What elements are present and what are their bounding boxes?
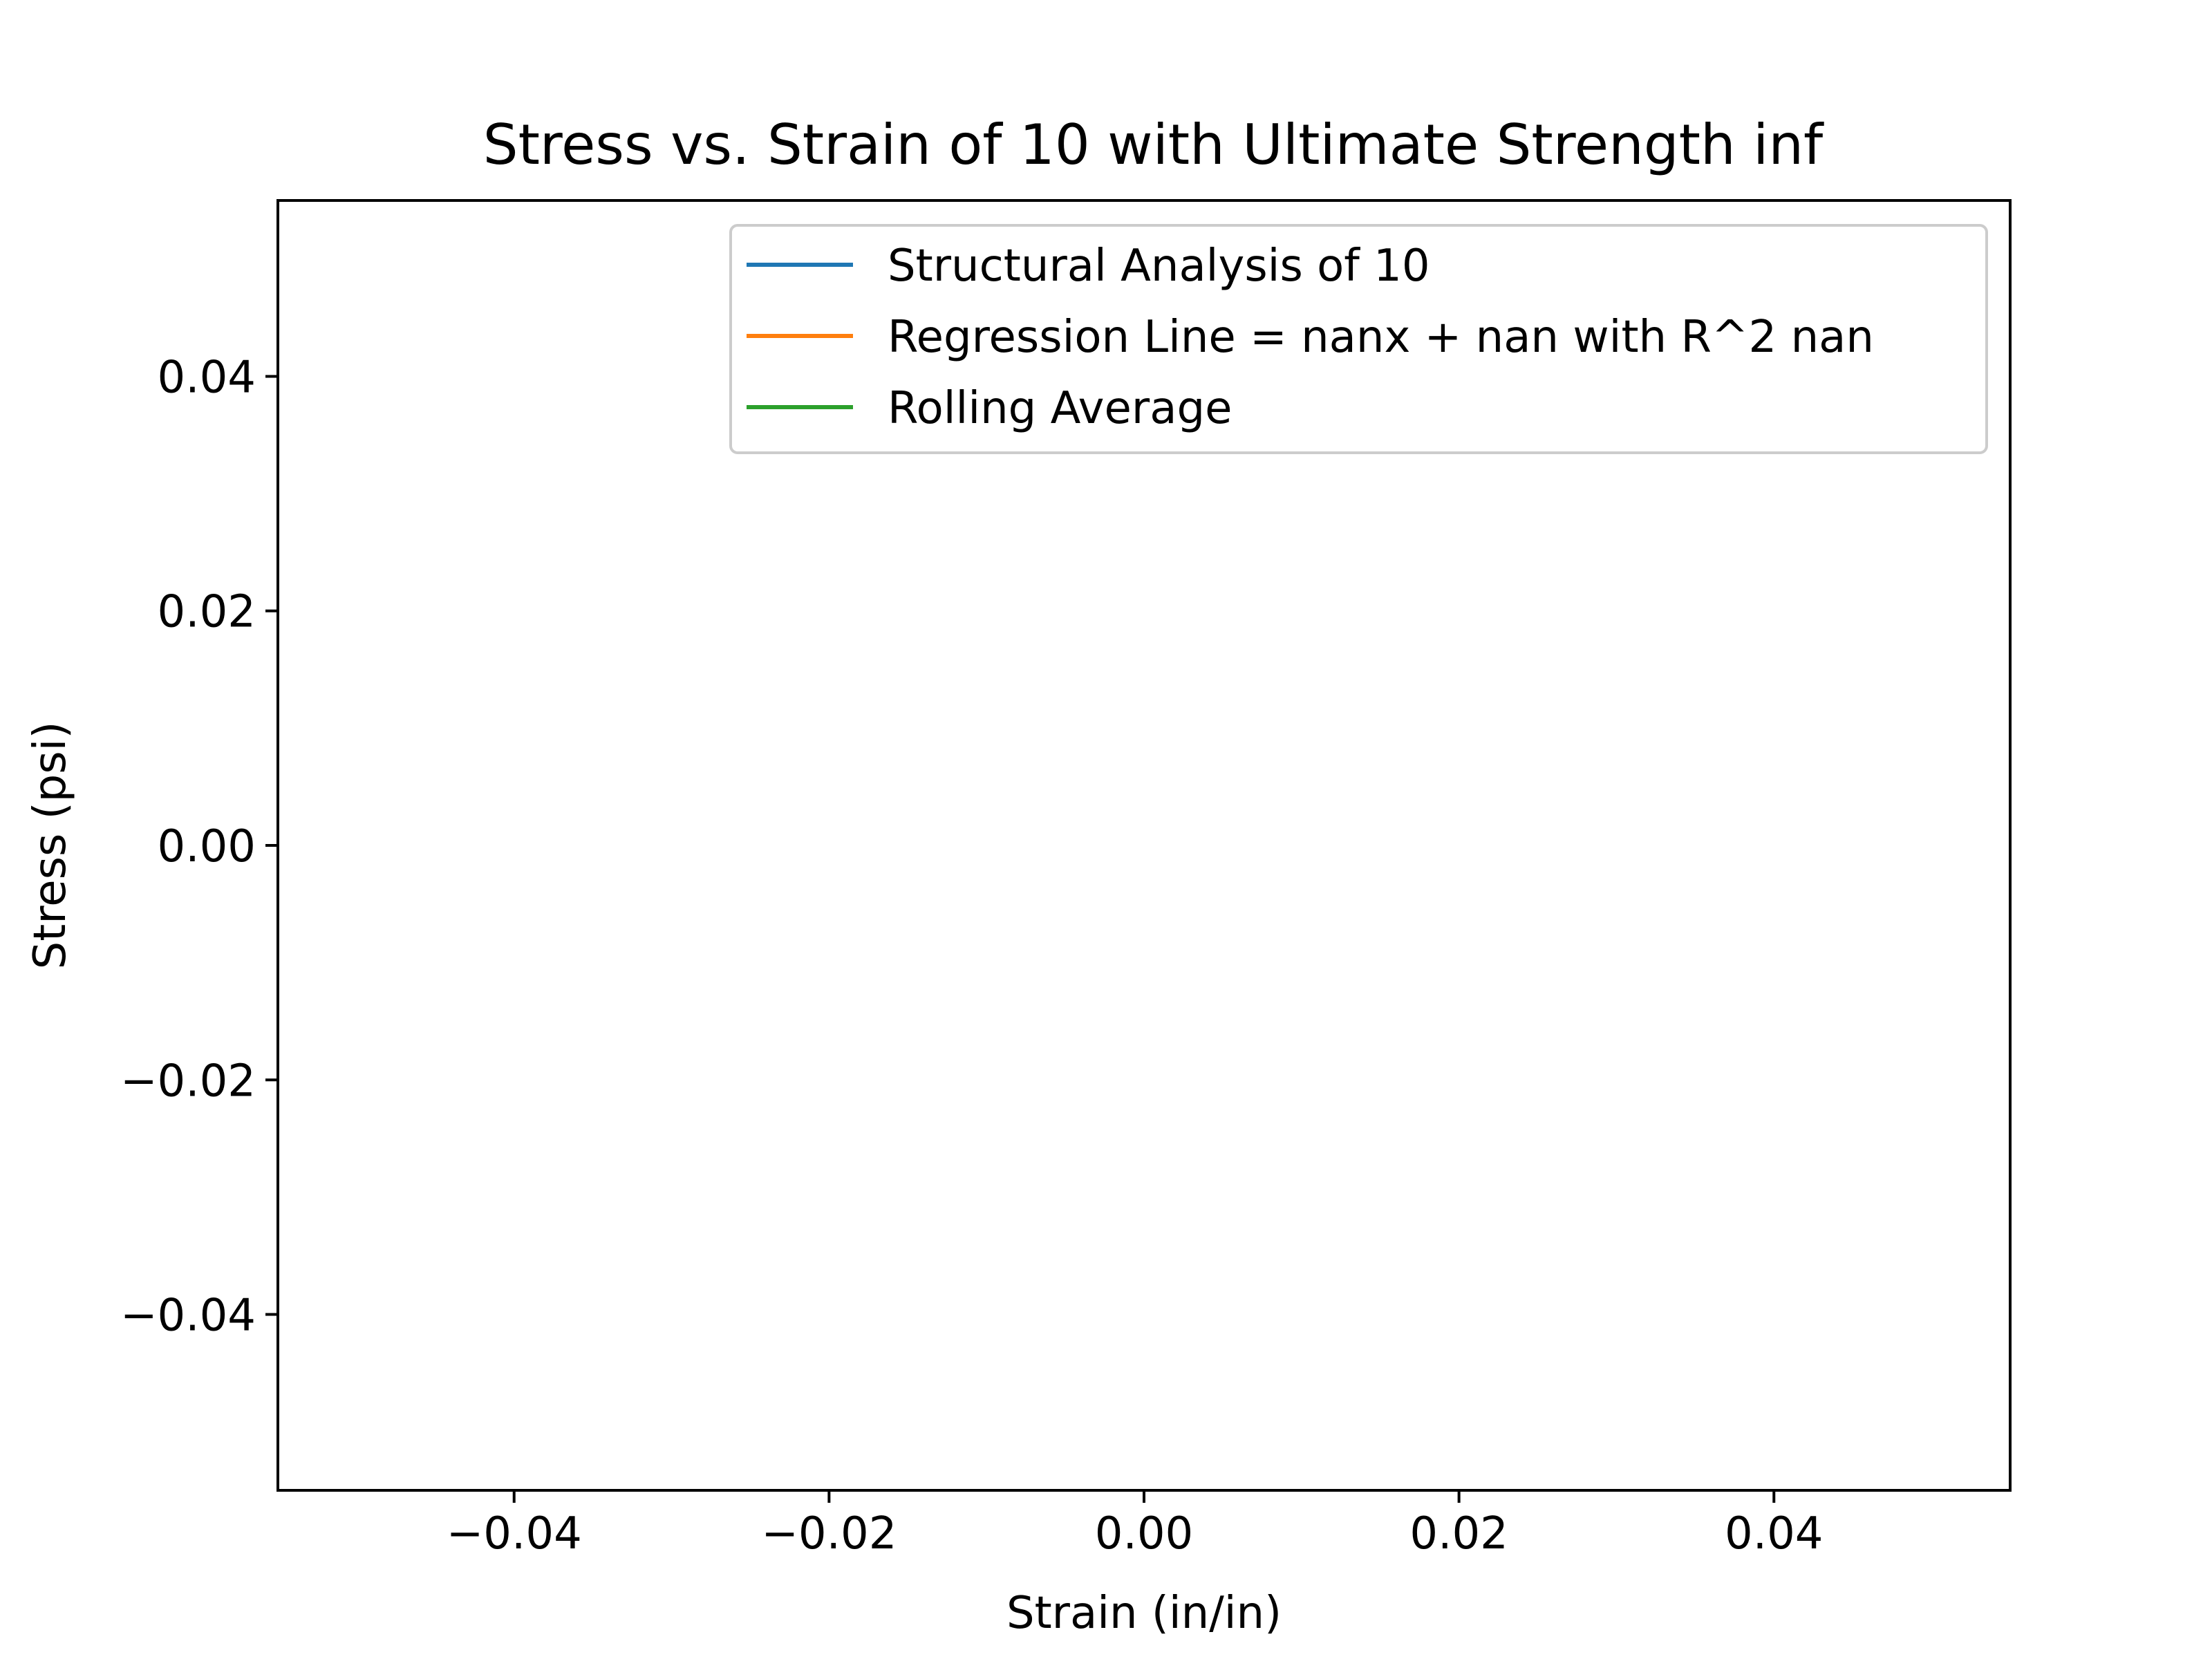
y-axis-label: Stress (psi)	[25, 722, 76, 970]
legend-box	[729, 224, 1988, 454]
x-axis-ticks: −0.04 −0.02 0.00 0.02 0.04	[447, 1490, 1824, 1559]
x-tick-label: −0.04	[447, 1508, 582, 1559]
y-tick-label: 0.00	[158, 821, 256, 872]
x-axis-label: Strain (in/in)	[1006, 1588, 1282, 1639]
x-tick-label: 0.02	[1409, 1508, 1508, 1559]
legend: Structural Analysis of 10 Regression Line…	[729, 224, 1988, 454]
legend-label-2: Rolling Average	[888, 383, 1232, 434]
legend-label-1: Regression Line = nanx + nan with R^2 na…	[888, 312, 1874, 363]
y-tick-label: 0.04	[158, 352, 256, 403]
plot-frame	[276, 199, 2012, 1492]
legend-label-0: Structural Analysis of 10	[888, 241, 1430, 292]
y-axis-ticks: −0.04 −0.02 0.00 0.02 0.04	[120, 352, 278, 1342]
x-tick-label: 0.04	[1725, 1508, 1824, 1559]
chart-title: Stress vs. Strain of 10 with Ultimate St…	[483, 113, 1824, 177]
y-tick-label: −0.04	[120, 1291, 256, 1342]
y-tick-label: 0.02	[158, 587, 256, 638]
x-tick-label: 0.00	[1095, 1508, 1194, 1559]
y-tick-label: −0.02	[120, 1056, 256, 1107]
x-tick-label: −0.02	[761, 1508, 897, 1559]
